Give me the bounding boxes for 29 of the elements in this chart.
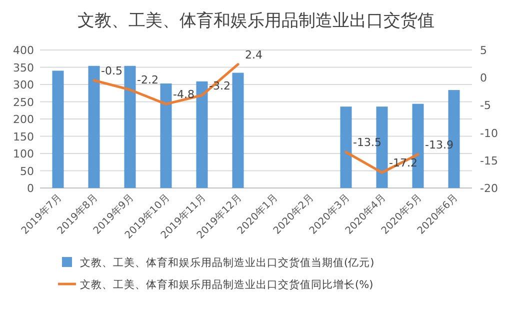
y-tick-label: 0 <box>27 182 34 195</box>
y-tick-label: 150 <box>13 130 34 144</box>
y-tick-label: 250 <box>13 96 34 109</box>
chart-title: 文教、工美、体育和娱乐用品制造业出口交货值 <box>78 11 434 31</box>
bar <box>160 83 172 188</box>
data-label: -2.2 <box>137 74 158 87</box>
y2-tick-label: -5 <box>480 99 491 112</box>
bar <box>124 66 136 188</box>
bar <box>340 106 352 188</box>
bar <box>52 70 64 188</box>
y2-tick-label: -15 <box>480 154 498 168</box>
data-label: -0.5 <box>101 64 122 78</box>
y-tick-label: 350 <box>13 61 34 74</box>
y-tick-label: 200 <box>13 113 34 126</box>
y2-tick-label: 5 <box>480 44 487 57</box>
y-tick-label: 400 <box>13 44 34 57</box>
bar <box>196 81 208 188</box>
bar <box>232 72 244 188</box>
y2-tick-label: 0 <box>480 72 487 85</box>
y2-tick-label: -20 <box>480 182 498 195</box>
bar <box>88 66 100 188</box>
y2-tick-label: -10 <box>480 126 498 140</box>
y-tick-label: 300 <box>13 78 34 92</box>
y-tick-label: 50 <box>20 164 34 178</box>
legend-label: 文教、工美、体育和娱乐用品制造业出口交货值同比增长(%) <box>80 278 374 291</box>
legend-label: 文教、工美、体育和娱乐用品制造业出口交货值当期值(亿元) <box>80 256 374 269</box>
y-tick-label: 100 <box>13 148 34 160</box>
data-label: 2.4 <box>245 48 262 62</box>
data-label: -4.8 <box>173 88 194 102</box>
